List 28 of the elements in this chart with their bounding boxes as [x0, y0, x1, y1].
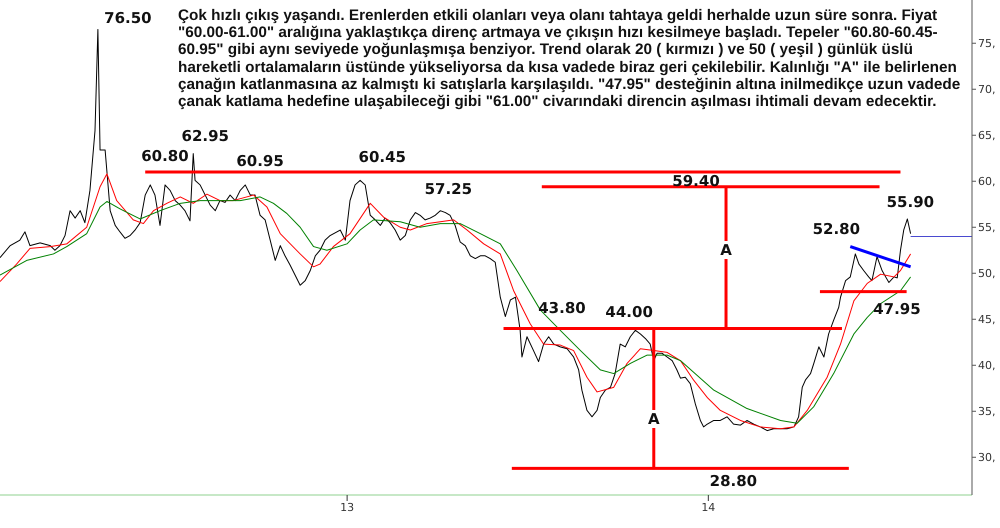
annotation: 57.25 — [424, 180, 474, 198]
y-tick-label: 40, — [978, 359, 996, 372]
y-tick-label: 70, — [978, 83, 996, 96]
annotation: 44.00 — [604, 303, 654, 322]
y-tick-label: 55, — [978, 221, 996, 234]
y-tick-label: 75, — [978, 37, 996, 50]
y-tick-label: 30, — [978, 451, 996, 464]
annotation: A — [718, 241, 734, 260]
annotation: Çok hızlı çıkış yaşandı. Erenlerden etkili olanları veya olanı tahtaya geldi herhalde uzun süre sonra. Fiyat "60.00-61.00" aralığına yaklaştıkça direnç artmaya ve çıkışın hızı kesilmeye başladı. Tepeler "60.80-60.45- 60.95" gibi aynı seviyede yoğunlaşmışa benziyor. Trend olarak 20 ( kırmızı ) ve 50 ( yeşil ) günlük üslü hareketli ortalamaların üstünde yükseliyorsa da kısa vadede biraz geri çekilebilir. Kalınlığı "A" ile belirlenen çanağın katlanmasına az kalmıştı ki satışlarla karşılaşıldı. "47.95" desteğinin altına inilmedikçe uzun vadede çanak katlama hedefine ulaşabileceği gibi "61.00" civarındaki direncin aşılması ihtimali devam edecektir. — [178, 7, 960, 110]
annotation: 60.95 — [235, 152, 285, 170]
annotation: 60.45 — [358, 148, 407, 166]
y-tick-label: 65, — [978, 129, 996, 142]
annotation: 60.80 — [140, 146, 190, 165]
x-tick-label: 13 — [340, 500, 354, 514]
annotation: 43.80 — [537, 299, 587, 318]
annotation: 52.80 — [812, 220, 862, 238]
annotation: 76.50 — [103, 9, 153, 28]
y-tick-label: 60, — [978, 175, 996, 188]
y-tick-label: 50, — [978, 267, 996, 280]
annotation: 47.95 — [872, 300, 922, 318]
annotation: A — [646, 410, 662, 428]
annotation: 55.90 — [886, 192, 936, 211]
annotation: 28.80 — [708, 472, 758, 490]
annotation: 59.40 — [671, 172, 721, 190]
y-tick-label: 35, — [978, 405, 996, 418]
x-tick-label: 14 — [701, 500, 716, 514]
y-tick-label: 45, — [978, 313, 996, 326]
annotation: 62.95 — [180, 127, 230, 146]
